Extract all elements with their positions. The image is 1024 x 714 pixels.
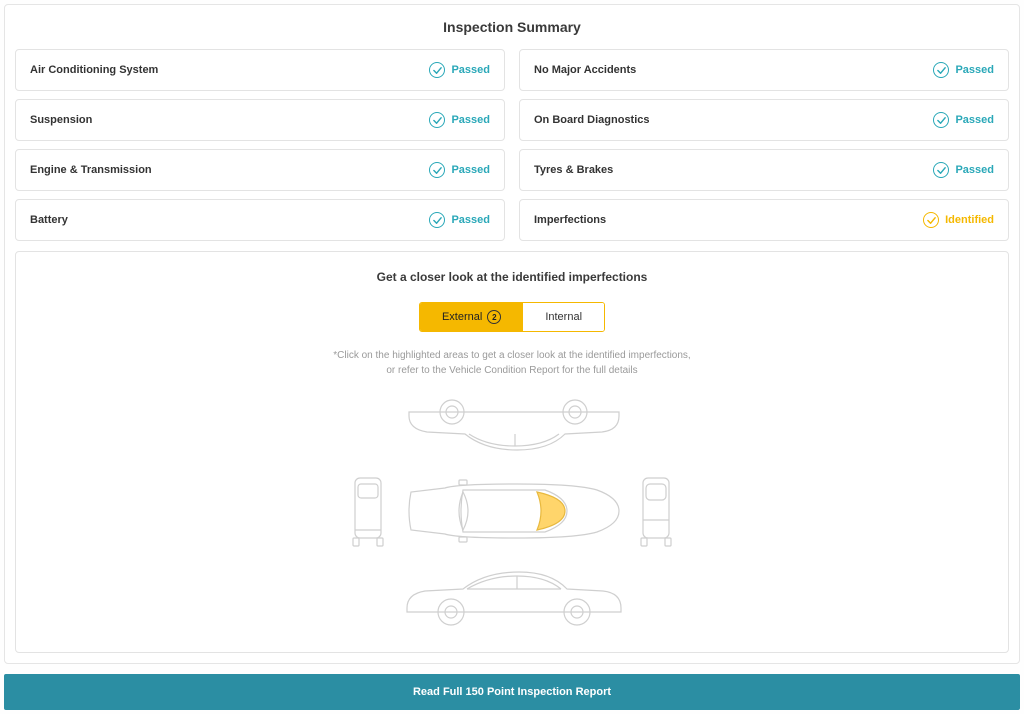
summary-label: Air Conditioning System xyxy=(30,64,158,76)
status-text: Passed xyxy=(451,64,490,76)
tab-label: External xyxy=(442,311,482,323)
tab-external[interactable]: External 2 xyxy=(420,303,523,331)
status-text: Passed xyxy=(955,114,994,126)
page-title: Inspection Summary xyxy=(15,19,1009,35)
check-circle-icon xyxy=(923,212,939,228)
check-circle-icon xyxy=(933,112,949,128)
status-text: Passed xyxy=(451,164,490,176)
summary-label: Battery xyxy=(30,214,68,226)
summary-card[interactable]: Imperfections Identified xyxy=(519,199,1009,241)
summary-card[interactable]: Tyres & Brakes Passed xyxy=(519,149,1009,191)
status-text: Passed xyxy=(451,214,490,226)
hint-line: or refer to the Vehicle Condition Report… xyxy=(30,363,994,378)
read-report-button[interactable]: Read Full 150 Point Inspection Report xyxy=(4,674,1020,710)
view-tabs: External 2 Internal xyxy=(419,302,605,332)
status-text: Passed xyxy=(451,114,490,126)
summary-card[interactable]: On Board Diagnostics Passed xyxy=(519,99,1009,141)
check-circle-icon xyxy=(429,162,445,178)
status-text: Passed xyxy=(955,64,994,76)
status-badge: Passed xyxy=(429,212,490,228)
tab-label: Internal xyxy=(545,311,582,323)
tab-count-badge: 2 xyxy=(487,310,501,324)
status-badge: Passed xyxy=(429,112,490,128)
car-diagram xyxy=(30,394,994,630)
hint-text: *Click on the highlighted areas to get a… xyxy=(30,348,994,378)
status-text: Identified xyxy=(945,214,994,226)
car-rear-view-icon[interactable] xyxy=(351,472,385,550)
imperfections-panel: Get a closer look at the identified impe… xyxy=(15,251,1009,653)
summary-label: On Board Diagnostics xyxy=(534,114,650,126)
summary-label: Engine & Transmission xyxy=(30,164,152,176)
status-text: Passed xyxy=(955,164,994,176)
check-circle-icon xyxy=(429,112,445,128)
status-badge: Passed xyxy=(933,62,994,78)
check-circle-icon xyxy=(933,62,949,78)
status-badge: Passed xyxy=(933,162,994,178)
detail-heading: Get a closer look at the identified impe… xyxy=(30,270,994,284)
summary-card[interactable]: Battery Passed xyxy=(15,199,505,241)
summary-card[interactable]: No Major Accidents Passed xyxy=(519,49,1009,91)
car-underside-view-icon[interactable] xyxy=(397,394,627,464)
check-circle-icon xyxy=(933,162,949,178)
tab-internal[interactable]: Internal xyxy=(523,303,604,331)
status-badge: Identified xyxy=(923,212,994,228)
car-front-view-icon[interactable] xyxy=(639,472,673,550)
status-badge: Passed xyxy=(429,62,490,78)
summary-label: Tyres & Brakes xyxy=(534,164,613,176)
status-badge: Passed xyxy=(933,112,994,128)
inspection-summary-container: Inspection Summary Air Conditioning Syst… xyxy=(4,4,1020,664)
summary-label: Suspension xyxy=(30,114,92,126)
check-circle-icon xyxy=(429,62,445,78)
car-side-view-icon[interactable] xyxy=(397,558,627,630)
car-top-view-icon[interactable] xyxy=(397,472,627,550)
summary-label: No Major Accidents xyxy=(534,64,636,76)
summary-card[interactable]: Suspension Passed xyxy=(15,99,505,141)
summary-card[interactable]: Engine & Transmission Passed xyxy=(15,149,505,191)
status-badge: Passed xyxy=(429,162,490,178)
summary-grid: Air Conditioning System Passed No Major … xyxy=(15,49,1009,241)
summary-card[interactable]: Air Conditioning System Passed xyxy=(15,49,505,91)
summary-label: Imperfections xyxy=(534,214,606,226)
check-circle-icon xyxy=(429,212,445,228)
hint-line: *Click on the highlighted areas to get a… xyxy=(30,348,994,363)
